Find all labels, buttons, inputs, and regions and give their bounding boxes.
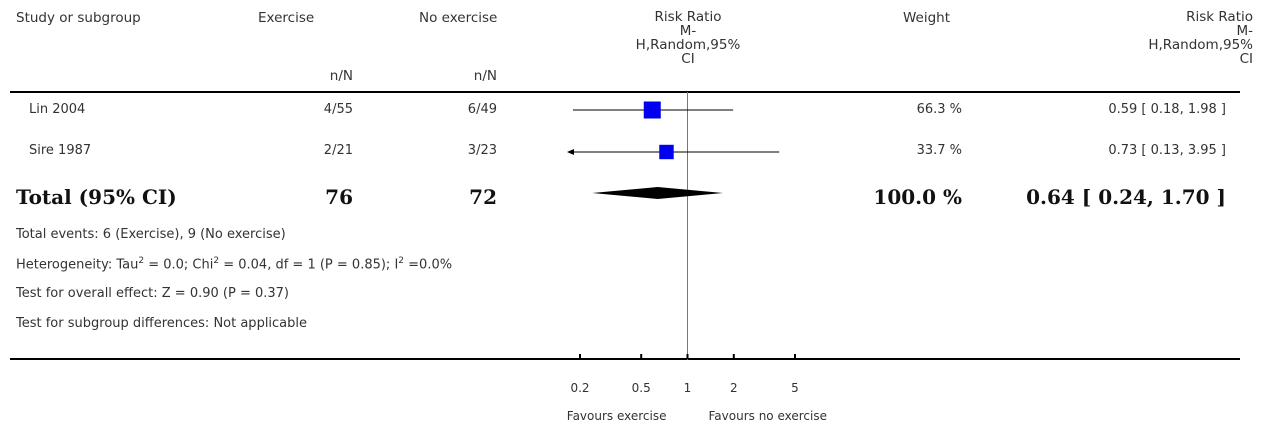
header-risk-ratio-plot: Risk Ratio M- H,Random,95% CI — [635, 9, 741, 67]
study-name-sire-1987: Sire 1987 — [29, 143, 92, 158]
overall-effect-text: Test for overall effect: Z = 0.90 (P = 0… — [16, 286, 289, 301]
axis-tick-label-0-5: 0.5 — [632, 381, 651, 395]
study-marker-lin-2004 — [643, 101, 661, 119]
header-no-exercise-sub: n/N — [473, 68, 497, 84]
favours-right-label: Favours no exercise — [709, 409, 828, 423]
total-no-exercise: 72 — [469, 185, 497, 209]
study-name-lin-2004: Lin 2004 — [29, 102, 86, 117]
study-ci-lin-2004: 0.59 [ 0.18, 1.98 ] — [1108, 102, 1226, 117]
favours-left-label: Favours exercise — [567, 409, 667, 423]
study-marker-sire-1987 — [659, 144, 674, 160]
total-exercise: 76 — [325, 185, 353, 209]
study-weight-lin-2004: 66.3 % — [916, 102, 962, 117]
total-events-text: Total events: 6 (Exercise), 9 (No exerci… — [16, 227, 286, 242]
header-study: Study or subgroup — [16, 10, 141, 26]
axis-tick-label-2: 2 — [730, 381, 738, 395]
header-weight: Weight — [903, 10, 951, 26]
header-risk-ratio-ci: Risk Ratio M- H,Random,95% CI — [1148, 9, 1253, 67]
header-exercise-sub: n/N — [329, 68, 353, 84]
axis-tick-label-1: 1 — [684, 381, 692, 395]
header-rule — [10, 91, 1240, 93]
pooled-diamond — [592, 187, 723, 199]
axis-tick-label-5: 5 — [791, 381, 799, 395]
study-exercise-lin-2004: 4/55 — [323, 102, 353, 117]
heterogeneity-text: Heterogeneity: Tau2 = 0.0; Chi2 = 0.04, … — [16, 256, 453, 273]
subgroup-differences-text: Test for subgroup differences: Not appli… — [16, 316, 308, 331]
study-no-exercise-lin-2004: 6/49 — [467, 102, 497, 117]
ci-arrow-sire-1987 — [567, 149, 574, 155]
axis-tick-label-0-2: 0.2 — [570, 381, 589, 395]
header-no-exercise: No exercise — [419, 10, 498, 26]
total-ci: 0.64 [ 0.24, 1.70 ] — [1026, 185, 1226, 209]
study-weight-sire-1987: 33.7 % — [916, 143, 962, 158]
study-exercise-sire-1987: 2/21 — [323, 143, 353, 158]
bottom-rule — [10, 358, 1240, 360]
study-no-exercise-sire-1987: 3/23 — [467, 143, 497, 158]
total-weight: 100.0 % — [873, 185, 962, 209]
header-exercise: Exercise — [258, 10, 315, 26]
study-ci-sire-1987: 0.73 [ 0.13, 3.95 ] — [1108, 143, 1226, 158]
total-label: Total (95% CI) — [16, 185, 177, 209]
